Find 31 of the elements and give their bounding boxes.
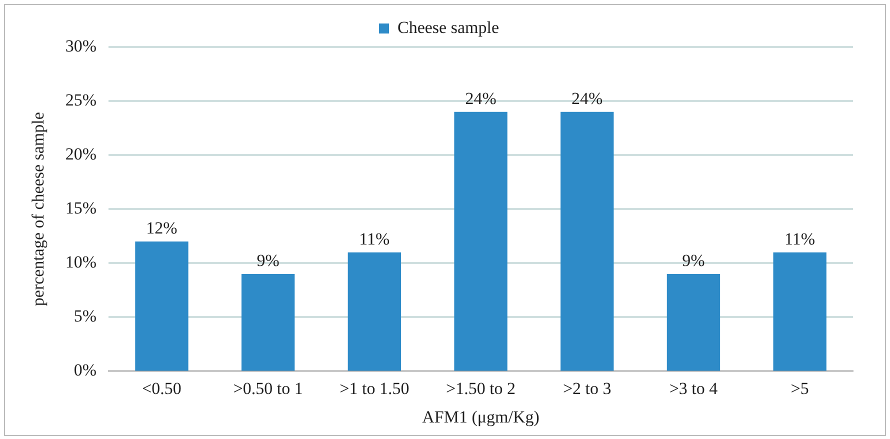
legend-label: Cheese sample (398, 18, 500, 37)
bar (241, 274, 295, 371)
y-tick-label: 10% (65, 252, 97, 272)
x-tick-label: <0.50 (142, 378, 182, 398)
y-tick-label: 25% (65, 90, 97, 110)
data-label: 24% (465, 88, 496, 108)
bar (666, 274, 720, 371)
x-tick-label: >1.50 to 2 (446, 378, 516, 398)
y-axis-title: percentage of cheese sample (28, 112, 48, 306)
data-label: 24% (572, 88, 603, 108)
data-label: 12% (146, 218, 178, 238)
y-tick-label: 20% (65, 144, 97, 164)
data-label: 11% (784, 229, 816, 248)
x-tick-label: >0.50 to 1 (233, 378, 303, 398)
data-label: 11% (359, 229, 390, 248)
y-tick-label: 0% (74, 360, 97, 380)
y-tick-label: 15% (65, 198, 97, 218)
y-tick-label: 30% (65, 36, 97, 56)
x-tick-label: >3 to 4 (669, 378, 718, 398)
data-label: 9% (682, 250, 705, 270)
x-tick-label: >5 (790, 378, 809, 398)
bar (454, 112, 508, 371)
bar (560, 112, 614, 371)
x-axis-title: AFM1 (μgm/Kg) (422, 407, 540, 426)
bar (135, 242, 188, 371)
bar (773, 252, 826, 371)
y-tick-label: 5% (74, 306, 97, 326)
bar (348, 252, 402, 371)
x-tick-label: >2 to 3 (562, 378, 612, 398)
data-label: 9% (256, 250, 280, 270)
x-tick-label: >1 to 1.50 (340, 378, 410, 398)
